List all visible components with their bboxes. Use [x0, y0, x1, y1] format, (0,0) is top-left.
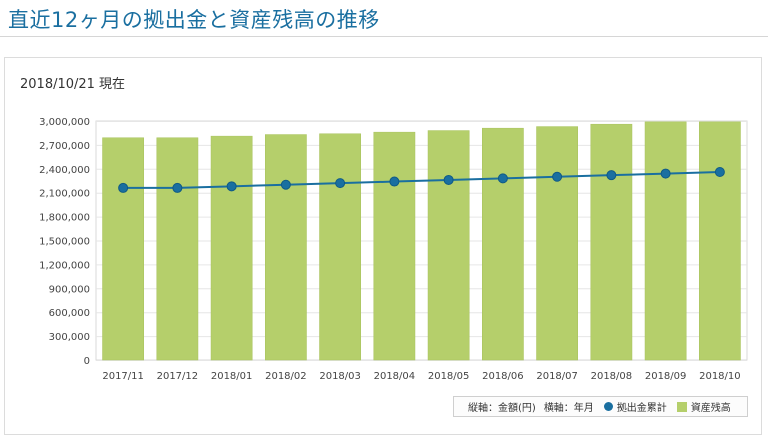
series-line-contribution — [123, 170, 720, 189]
point-contribution — [172, 182, 183, 193]
x-tick-label: 2018/01 — [211, 371, 253, 382]
bar-asset-balance — [265, 134, 307, 361]
x-tick-label: 2018/06 — [482, 371, 524, 382]
bar-asset-balance — [590, 123, 633, 361]
bar-asset-balance — [373, 131, 416, 361]
point-contribution — [335, 178, 346, 189]
point-contribution — [552, 171, 563, 182]
point-contribution — [497, 173, 508, 184]
y-tick-label: 900,000 — [49, 284, 90, 295]
legend-vertical-axis: 縦軸：金額(円) — [468, 403, 536, 414]
y-tick-label: 2,100,000 — [39, 189, 90, 200]
bar-asset-balance — [482, 127, 524, 361]
x-tick-label: 2018/07 — [536, 371, 578, 382]
x-tick-label: 2018/02 — [265, 371, 307, 382]
y-tick-label: 2,400,000 — [39, 165, 90, 176]
legend-dot-icon — [603, 402, 613, 411]
y-tick-label: 1,800,000 — [39, 213, 90, 224]
bar-asset-balance — [319, 133, 361, 361]
bar-asset-balance — [427, 130, 470, 361]
point-contribution — [389, 176, 400, 187]
x-tick-label: 2018/04 — [374, 371, 416, 382]
y-tick-label: 1,500,000 — [39, 237, 90, 248]
point-contribution — [280, 179, 291, 190]
x-tick-label: 2018/08 — [591, 371, 633, 382]
x-tick-label: 2017/12 — [157, 371, 199, 382]
legend-bar-label: 資産残高 — [690, 403, 731, 414]
legend-line-label: 拠出金累計 — [616, 403, 667, 414]
y-tick-label: 300,000 — [49, 332, 90, 343]
y-tick-label: 600,000 — [49, 308, 90, 319]
point-contribution — [606, 170, 617, 181]
point-contribution — [226, 181, 237, 192]
legend-square-icon — [676, 401, 687, 412]
y-tick-label: 3,000,000 — [39, 117, 90, 128]
legend: 縦軸：金額(円) 横軸：年月 拠出金累計 資産残高 — [453, 396, 748, 417]
x-tick-label: 2018/10 — [699, 371, 741, 382]
y-tick-label: 2,700,000 — [39, 141, 90, 152]
legend-item-line: 拠出金累計 — [603, 399, 667, 414]
point-contribution — [443, 174, 454, 185]
point-contribution — [714, 166, 725, 177]
point-contribution — [660, 168, 671, 179]
x-tick-label: 2018/09 — [645, 371, 687, 382]
y-tick-label: 0 — [84, 356, 90, 367]
as-of-date: 2018/10/21 現在 — [20, 77, 126, 92]
title-divider — [0, 36, 768, 37]
point-contribution — [118, 182, 129, 193]
legend-item-bar: 資産残高 — [676, 399, 731, 414]
x-tick-label: 2017/11 — [102, 371, 144, 382]
bar-asset-balance — [102, 137, 144, 361]
x-tick-label: 2018/05 — [428, 371, 470, 382]
bar-asset-balance — [156, 137, 199, 361]
x-tick-label: 2018/03 — [319, 371, 361, 382]
bar-asset-balance — [210, 135, 253, 361]
bar-asset-balance — [644, 121, 687, 361]
legend-horizontal-axis: 横軸：年月 — [543, 403, 594, 414]
y-tick-label: 1,200,000 — [39, 260, 90, 271]
page-title: 直近12ヶ月の拠出金と資産残高の推移 — [8, 8, 380, 32]
bar-asset-balance — [699, 121, 741, 361]
bar-asset-balance — [536, 126, 578, 361]
